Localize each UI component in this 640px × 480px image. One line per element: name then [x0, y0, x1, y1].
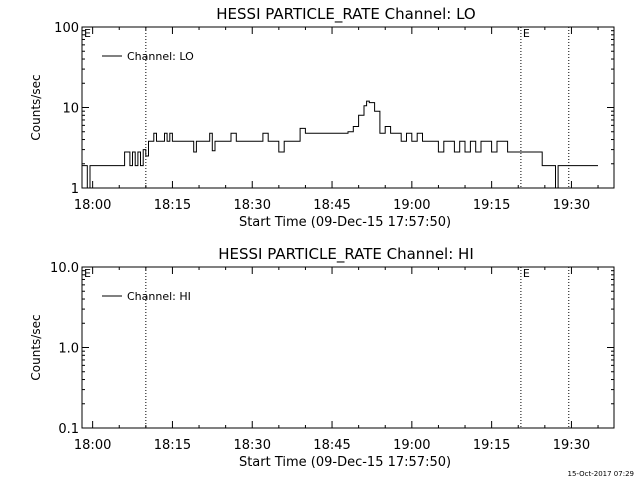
y-axis-label: Counts/sec — [29, 314, 43, 380]
event-marker-label: E — [84, 267, 91, 280]
x-tick-label: 19:15 — [473, 198, 510, 213]
x-tick-label: 19:30 — [553, 438, 590, 453]
y-tick-label: 1 — [71, 182, 79, 197]
x-tick-label: 18:15 — [154, 438, 191, 453]
panel-2: HESSI PARTICLE_RATE Channel: HI Counts/se… — [29, 245, 615, 470]
chart-title: HESSI PARTICLE_RATE Channel: HI — [218, 245, 474, 264]
x-tick-label: 19:30 — [553, 198, 590, 213]
y-tick-label: 1.0 — [58, 342, 79, 357]
x-tick-label: 18:45 — [313, 198, 350, 213]
x-tick-label: 18:30 — [234, 438, 271, 453]
y-tick-label: 10 — [62, 102, 79, 117]
chart-title: HESSI PARTICLE_RATE Channel: LO — [216, 5, 475, 24]
x-tick-label: 19:00 — [393, 438, 430, 453]
event-marker-label: E — [523, 267, 530, 280]
y-axis-label: Counts/sec — [29, 74, 43, 140]
y-tick-label: 0.1 — [58, 422, 79, 437]
legend-label: Channel: LO — [127, 50, 194, 63]
series-line-1 — [82, 100, 598, 189]
legend-label: Channel: HI — [127, 290, 191, 303]
x-axis-label: Start Time (09-Dec-15 17:57:50) — [239, 455, 451, 470]
x-axis-label: Start Time (09-Dec-15 17:57:50) — [239, 215, 451, 230]
event-marker-label: E — [84, 27, 91, 40]
panel-1: HESSI PARTICLE_RATE Channel: LO Counts/se… — [29, 5, 615, 230]
x-tick-label: 19:00 — [393, 198, 430, 213]
y-tick-label: 10.0 — [50, 261, 79, 276]
footer-timestamp: 15-Oct-2017 07:29 — [567, 470, 634, 478]
x-tick-label: 19:15 — [473, 438, 510, 453]
x-tick-label: 18:45 — [313, 438, 350, 453]
y-tick-label: 100 — [54, 21, 79, 36]
x-tick-label: 18:30 — [234, 198, 271, 213]
x-tick-label: 18:00 — [74, 198, 111, 213]
x-tick-label: 18:00 — [74, 438, 111, 453]
event-marker-label: E — [523, 27, 530, 40]
x-tick-label: 18:15 — [154, 198, 191, 213]
